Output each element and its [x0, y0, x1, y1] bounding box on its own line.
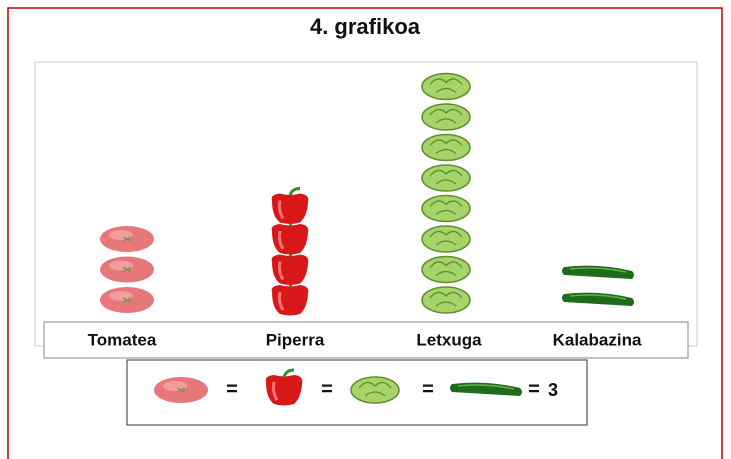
pepper-shine	[277, 291, 285, 311]
zucchini-shine	[569, 267, 627, 273]
icon	[562, 265, 634, 279]
icon	[421, 133, 471, 162]
legend-icon	[450, 382, 522, 396]
lettuce-leaf	[429, 291, 463, 307]
icon	[421, 103, 471, 131]
icon	[421, 72, 471, 101]
zucchini-shine	[569, 294, 627, 300]
lettuce-body	[421, 225, 471, 253]
equals-sign: =	[321, 378, 333, 400]
lettuce-leaf	[429, 108, 463, 124]
tomato-shine	[163, 381, 187, 391]
equals-sign: =	[422, 378, 434, 400]
lettuce-leaf	[429, 78, 463, 94]
zucchini-shine	[457, 384, 515, 390]
lettuce-leaf	[429, 261, 463, 277]
lettuce-leaf	[429, 200, 463, 216]
icon	[421, 286, 471, 314]
legend-icon	[154, 377, 208, 403]
icon	[271, 187, 309, 224]
legend-unit: 3	[548, 380, 558, 400]
legend-icon	[350, 376, 400, 404]
tomato-stem	[176, 387, 186, 393]
zucchini-body	[562, 265, 634, 279]
icon	[421, 255, 471, 284]
lettuce-body	[421, 72, 471, 101]
tomato-stem	[122, 236, 132, 242]
lettuce-leaf	[429, 230, 463, 246]
pepper-shine	[271, 381, 279, 401]
icon	[562, 292, 634, 306]
x-tick-label: Piperra	[266, 330, 325, 349]
equals-sign: =	[226, 378, 238, 400]
zucchini-body	[562, 292, 634, 306]
lettuce-body	[350, 376, 400, 404]
x-tick-label: Tomatea	[88, 330, 157, 349]
icon	[421, 194, 471, 223]
pepper-stem	[282, 368, 295, 378]
pepper-shine	[277, 200, 285, 220]
pepper-stem	[288, 187, 301, 196]
lettuce-body	[421, 103, 471, 131]
icon	[421, 164, 471, 192]
tomato-shine	[109, 260, 133, 271]
icon	[421, 225, 471, 253]
x-tick-label: Letxuga	[416, 330, 482, 349]
lettuce-body	[421, 255, 471, 284]
lettuce-leaf	[429, 139, 463, 155]
lettuce-body	[421, 133, 471, 162]
lettuce-leaf	[358, 381, 392, 397]
lettuce-body	[421, 194, 471, 223]
legend-icon	[265, 368, 303, 406]
tomato-stem	[122, 297, 132, 303]
lettuce-body	[421, 164, 471, 192]
tomato-shine	[109, 291, 133, 301]
equals-sign: =	[528, 378, 540, 400]
x-tick-label: Kalabazina	[553, 330, 642, 349]
legend-equals: = = = =	[226, 378, 540, 400]
zucchini-body	[450, 382, 522, 396]
tomato-stem	[122, 266, 132, 273]
tomato-shine	[109, 230, 133, 240]
icon	[100, 287, 154, 313]
pepper-shine	[277, 230, 285, 250]
icon	[100, 256, 154, 283]
pepper-shine	[277, 261, 285, 281]
icon	[100, 226, 154, 252]
lettuce-body	[421, 286, 471, 314]
category-box	[43, 321, 689, 359]
lettuce-leaf	[429, 169, 463, 185]
chart-title: 4. grafikoa	[310, 14, 421, 39]
